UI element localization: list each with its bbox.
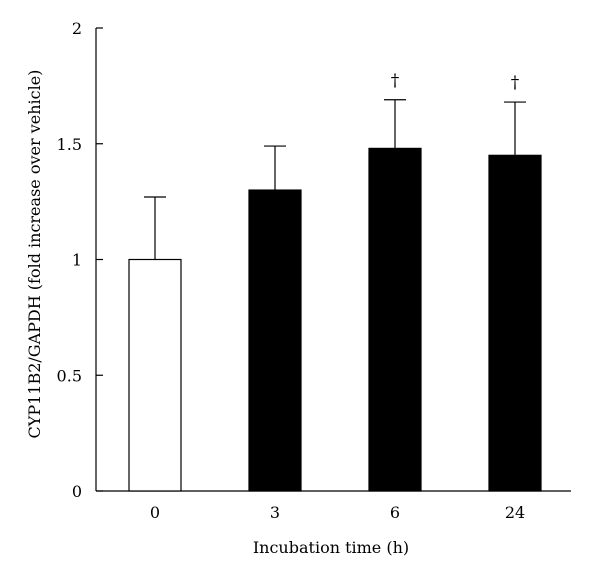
y-tick-label: 1.5	[57, 135, 82, 154]
bar-3h	[248, 189, 302, 492]
x-tick-label: 6	[390, 503, 400, 522]
x-axis-title: Incubation time (h)	[253, 538, 409, 557]
significance-marker: †	[391, 71, 400, 91]
y-tick-label: 0	[72, 482, 82, 501]
bar-6h	[368, 147, 422, 492]
x-tick-label: 3	[270, 503, 280, 522]
y-tick-label: 0.5	[57, 366, 82, 385]
plot-area: 0 0.5 1 1.5 2 0 3 6 † 24 †	[57, 19, 571, 522]
y-tick-label: 2	[72, 19, 82, 38]
bar-24h	[488, 154, 542, 492]
y-tick-label: 1	[72, 251, 82, 270]
y-axis-title: CYP11B2/GAPDH (fold increase over vehicl…	[25, 70, 44, 439]
significance-marker: †	[511, 73, 520, 93]
x-tick-label: 0	[150, 503, 160, 522]
bar-0h	[128, 258, 182, 492]
x-tick-label: 24	[505, 503, 525, 522]
